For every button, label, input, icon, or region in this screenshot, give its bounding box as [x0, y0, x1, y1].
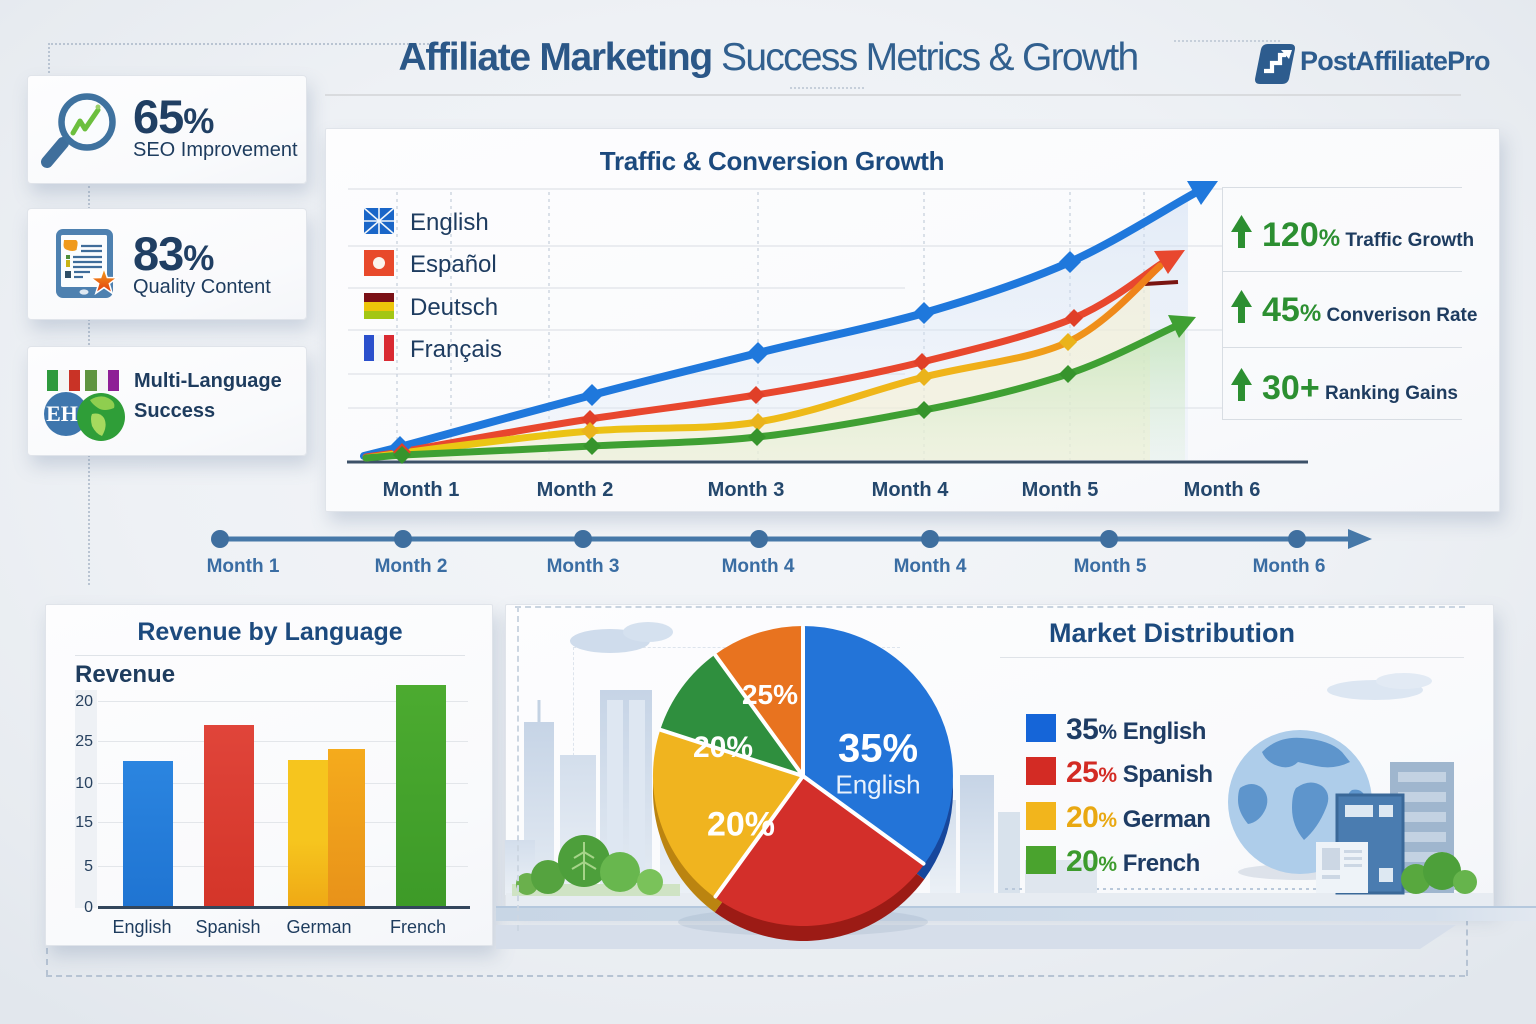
svg-text:EH: EH — [46, 401, 78, 426]
